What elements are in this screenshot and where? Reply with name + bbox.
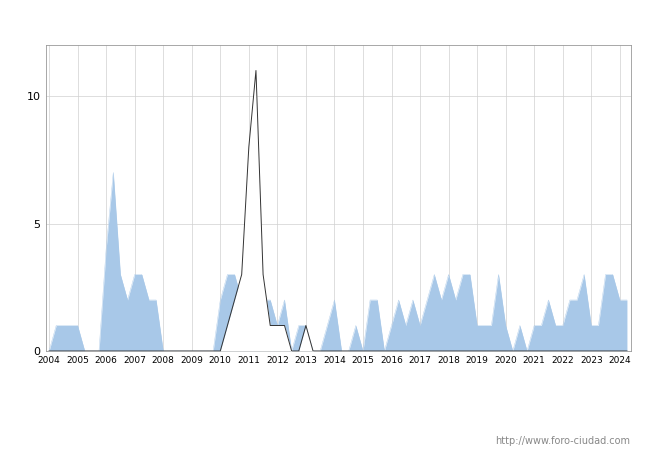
Text: http://www.foro-ciudad.com: http://www.foro-ciudad.com xyxy=(495,436,630,446)
Text: Hornos - Evolucion del Nº de Transacciones Inmobiliarias: Hornos - Evolucion del Nº de Transaccion… xyxy=(129,11,521,26)
